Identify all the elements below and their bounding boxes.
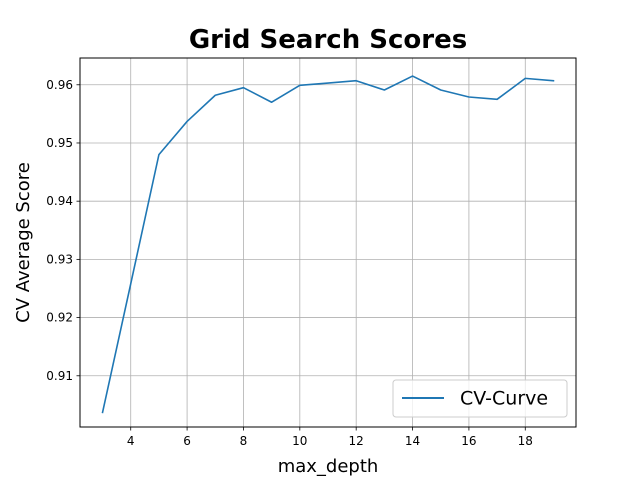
grid-lines <box>80 58 576 427</box>
y-tick-label: 0.95 <box>46 136 73 150</box>
y-tick-label: 0.93 <box>46 252 73 266</box>
x-tick-label: 14 <box>405 434 420 448</box>
y-tick-label: 0.91 <box>46 369 73 383</box>
plot-frame <box>79 57 577 428</box>
x-tick-label: 18 <box>518 434 533 448</box>
y-tick-label: 0.92 <box>46 311 73 325</box>
series-layer <box>101 75 555 414</box>
legend: CV-Curve <box>392 379 568 418</box>
x-tick-label: 16 <box>461 434 476 448</box>
x-tick-label: 6 <box>183 434 191 448</box>
legend-box <box>392 379 568 418</box>
x-tick-label: 10 <box>292 434 307 448</box>
x-tick-label: 12 <box>349 434 364 448</box>
x-tick-label: 4 <box>127 434 135 448</box>
y-axis-label: CV Average Score <box>13 162 34 323</box>
y-tick-label: 0.94 <box>46 194 73 208</box>
legend-label: CV-Curve <box>460 388 548 410</box>
x-tick-label: 8 <box>240 434 248 448</box>
chart-title: Grid Search Scores <box>189 25 467 55</box>
x-axis-label: max_depth <box>278 456 379 477</box>
y-tick-label: 0.96 <box>46 78 73 92</box>
axis-ticks: 4 6 8 10 12 14 16 18 0.91 0.92 0.93 0.94 0.95 0.96 <box>46 78 533 448</box>
series-line-cv-curve <box>101 75 555 414</box>
